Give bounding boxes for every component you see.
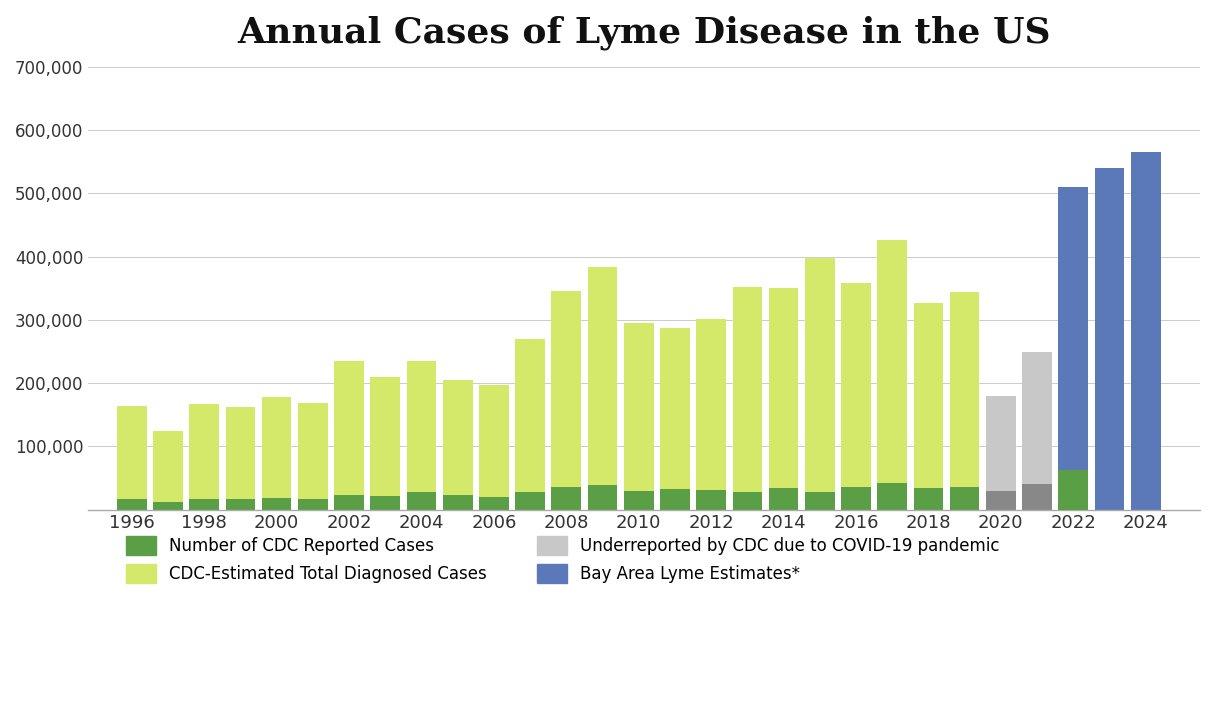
Bar [334, 495, 364, 510]
Bar [660, 328, 690, 489]
Bar [153, 502, 183, 510]
Bar [625, 323, 654, 490]
Bar [190, 499, 219, 510]
Bar [877, 482, 908, 510]
Bar [1058, 187, 1089, 510]
Bar [841, 487, 871, 510]
Bar [914, 303, 943, 488]
Bar [625, 490, 654, 510]
Bar [841, 283, 871, 487]
Bar [1058, 470, 1089, 510]
Bar [552, 487, 581, 510]
Bar [407, 492, 436, 510]
Bar [877, 240, 908, 482]
Bar [442, 495, 473, 510]
Bar [407, 361, 436, 492]
Bar [1022, 485, 1052, 510]
Bar [1058, 470, 1089, 510]
Bar [1022, 352, 1052, 485]
Title: Annual Cases of Lyme Disease in the US: Annual Cases of Lyme Disease in the US [237, 15, 1051, 50]
Bar [479, 385, 509, 497]
Bar [442, 380, 473, 495]
Bar [588, 485, 617, 510]
Bar [298, 499, 328, 510]
Bar [806, 492, 835, 510]
Bar [117, 499, 147, 510]
Bar [806, 257, 835, 492]
Bar [1131, 152, 1160, 510]
Bar [261, 498, 292, 510]
Bar [733, 287, 762, 492]
Bar [696, 319, 727, 490]
Bar [371, 496, 400, 510]
Bar [914, 488, 943, 510]
Bar [479, 497, 509, 510]
Bar [1095, 168, 1124, 510]
Bar [515, 339, 546, 492]
Bar [226, 499, 255, 510]
Bar [950, 487, 979, 510]
Bar [769, 288, 798, 488]
Bar [733, 492, 762, 510]
Bar [371, 377, 400, 496]
Bar [515, 492, 546, 510]
Bar [190, 404, 219, 499]
Bar [769, 488, 798, 510]
Bar [153, 431, 183, 502]
Bar [950, 292, 979, 487]
Bar [660, 489, 690, 510]
Bar [588, 267, 617, 485]
Bar [696, 490, 727, 510]
Bar [334, 360, 364, 495]
Legend: Number of CDC Reported Cases, CDC-Estimated Total Diagnosed Cases, Underreported: Number of CDC Reported Cases, CDC-Estima… [119, 530, 1006, 590]
Bar [226, 407, 255, 499]
Bar [987, 396, 1016, 490]
Bar [117, 406, 147, 499]
Bar [987, 490, 1016, 510]
Bar [552, 291, 581, 487]
Bar [261, 397, 292, 498]
Bar [298, 403, 328, 499]
